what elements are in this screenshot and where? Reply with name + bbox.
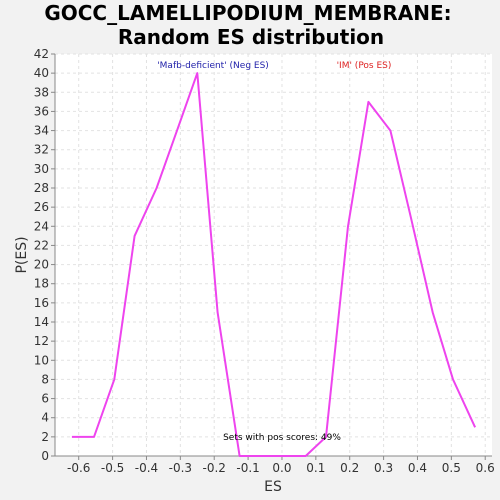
- y-tick-label: 34: [34, 124, 49, 138]
- x-tick-label: 0.2: [340, 461, 359, 475]
- x-tick-label: 0.3: [374, 461, 393, 475]
- y-tick-label: 8: [41, 372, 49, 386]
- y-tick-label: 22: [34, 238, 49, 252]
- x-tick-label: -0.5: [101, 461, 124, 475]
- pos-scores-annotation: Sets with pos scores: 49%: [223, 433, 341, 443]
- y-tick-label: 6: [41, 392, 49, 406]
- y-tick-label: 24: [34, 219, 49, 233]
- x-tick-label: 0.6: [476, 461, 495, 475]
- grid-lines: [55, 53, 492, 456]
- y-tick-label: 38: [34, 85, 49, 99]
- neg-es-annotation: 'Mafb-deficient' (Neg ES): [157, 61, 269, 71]
- pos-es-annotation: 'IM' (Pos ES): [337, 61, 392, 71]
- x-axis-ticks: -0.6 -0.5 -0.4 -0.3 -0.2 -0.1 0.0 0.1 0.2 0.3 0.4 0…: [67, 456, 495, 475]
- y-tick-label: 26: [34, 200, 49, 214]
- x-tick-label: -0.1: [236, 461, 259, 475]
- chart-title-line2: Random ES distribution: [118, 25, 384, 49]
- x-tick-label: 0.5: [442, 461, 461, 475]
- y-tick-label: 20: [34, 258, 49, 272]
- y-axis-label: P(ES): [14, 236, 30, 273]
- y-tick-label: 42: [34, 47, 49, 61]
- x-tick-label: 0.4: [408, 461, 427, 475]
- y-tick-label: 0: [41, 449, 49, 463]
- y-tick-label: 18: [34, 277, 49, 291]
- x-tick-label: -0.4: [135, 461, 158, 475]
- plot-area: [55, 54, 492, 456]
- x-tick-label: 0.0: [272, 461, 291, 475]
- y-tick-label: 10: [34, 353, 49, 367]
- y-tick-label: 30: [34, 162, 49, 176]
- x-tick-label: -0.2: [203, 461, 226, 475]
- y-tick-label: 14: [34, 315, 49, 329]
- y-tick-label: 16: [34, 296, 49, 310]
- series-group: [71, 72, 477, 457]
- x-tick-label: -0.3: [169, 461, 192, 475]
- y-tick-label: 40: [34, 66, 49, 80]
- x-tick-label: -0.6: [67, 461, 90, 475]
- series-line: [71, 72, 477, 457]
- y-tick-label: 4: [41, 411, 49, 425]
- y-tick-label: 2: [41, 430, 49, 444]
- y-tick-label: 36: [34, 104, 49, 118]
- y-tick-label: 32: [34, 143, 49, 157]
- x-axis-label: ES: [264, 479, 282, 495]
- x-tick-label: 0.1: [306, 461, 325, 475]
- y-tick-label: 28: [34, 181, 49, 195]
- y-tick-label: 12: [34, 334, 49, 348]
- chart-title-line1: GOCC_LAMELLIPODIUM_MEMBRANE:: [44, 1, 451, 25]
